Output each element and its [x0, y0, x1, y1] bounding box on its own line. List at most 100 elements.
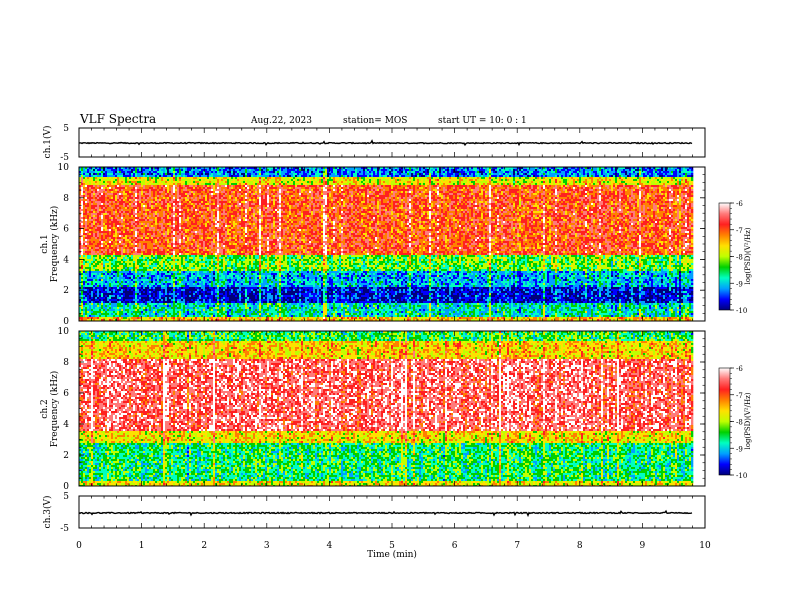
spectrogram-cell — [125, 263, 127, 265]
spectrogram-cell — [129, 217, 131, 219]
spectrogram-cell — [153, 291, 155, 293]
spectrogram-cell — [129, 189, 131, 191]
spectrogram-cell — [151, 245, 153, 247]
spectrogram-cell — [133, 189, 135, 191]
spectrogram-cell — [167, 197, 169, 199]
spectrogram-cell — [91, 219, 93, 221]
spectrogram-cell — [145, 233, 147, 235]
spectrogram-cell — [185, 305, 187, 307]
spectrogram-cell — [129, 173, 131, 175]
spectrogram-cell — [167, 267, 169, 269]
spectrogram-cell — [117, 251, 119, 253]
spectrogram-cell — [171, 183, 173, 185]
spectrogram-cell — [131, 185, 133, 187]
spectrogram-cell — [173, 297, 175, 299]
spectrogram-cell — [109, 173, 111, 175]
spectrogram-cell — [179, 315, 181, 317]
spectrogram-cell — [91, 255, 93, 257]
spectrogram-cell — [107, 271, 109, 273]
spectrogram-cell — [177, 273, 179, 275]
spectrogram-cell — [159, 311, 161, 313]
spectrogram-cell — [147, 217, 149, 219]
spectrogram-cell — [181, 237, 183, 239]
spectrogram-cell — [83, 189, 85, 191]
spectrogram-cell — [123, 185, 125, 187]
spectrogram-cell — [175, 269, 177, 271]
spectrogram-cell — [129, 277, 131, 279]
spectrogram-cell — [185, 215, 187, 217]
spectrogram-cell — [119, 245, 121, 247]
spectrogram-cell — [147, 257, 149, 259]
spectrogram-cell — [97, 199, 99, 201]
spectrogram-cell — [111, 255, 113, 257]
spectrogram-cell — [167, 317, 169, 319]
spectrogram-cell — [201, 297, 203, 299]
spectrogram-cell — [89, 301, 91, 303]
spectrogram-cell — [191, 313, 193, 315]
spectrogram-cell — [123, 171, 125, 173]
spectrogram-cell — [113, 293, 115, 295]
spectrogram-cell — [131, 189, 133, 191]
spectrogram-cell — [131, 235, 133, 237]
spectrogram-cell — [103, 293, 105, 295]
spectrogram-cell — [103, 185, 105, 187]
spectrogram-cell — [171, 253, 173, 255]
spectrogram-cell — [111, 273, 113, 275]
spectrogram-cell — [99, 285, 101, 287]
spectrogram-cell — [195, 303, 197, 305]
spectrogram-cell — [127, 181, 129, 183]
spectrogram-cell — [99, 261, 101, 263]
spectrogram-cell — [173, 219, 175, 221]
spectrogram-cell — [129, 263, 131, 265]
spectrogram-cell — [195, 245, 197, 247]
spectrogram-cell — [147, 285, 149, 287]
spectrogram-cell — [119, 219, 121, 221]
spectrogram-cell — [201, 317, 203, 319]
spectrogram-cell — [91, 249, 93, 251]
spectrogram-cell — [135, 175, 137, 177]
spectrogram-cell — [127, 209, 129, 211]
spectrogram-cell — [179, 309, 181, 311]
spectrogram-cell — [151, 255, 153, 257]
spectrogram-cell — [181, 213, 183, 215]
spectrogram-cell — [149, 313, 151, 315]
spectrogram-cell — [119, 283, 121, 285]
spectrogram-cell — [97, 259, 99, 261]
spectrogram-cell — [159, 241, 161, 243]
spectrogram-cell — [163, 303, 165, 305]
spectrogram-cell — [189, 237, 191, 239]
spectrogram-cell — [199, 237, 201, 239]
spectrogram-cell — [179, 217, 181, 219]
spectrogram-cell — [91, 223, 93, 225]
spectrogram-cell — [93, 169, 95, 171]
spectrogram-cell — [173, 245, 175, 247]
spectrogram-cell — [201, 171, 203, 173]
spectrogram-cell — [105, 235, 107, 237]
spectrogram-cell — [111, 225, 113, 227]
spectrogram-cell — [183, 307, 185, 309]
spectrogram-cell — [91, 241, 93, 243]
spectrogram-cell — [127, 311, 129, 313]
spectrogram-cell — [113, 183, 115, 185]
spectrogram-cell — [115, 313, 117, 315]
spectrogram-cell — [125, 227, 127, 229]
spectrogram-cell — [101, 221, 103, 223]
spectrogram-cell — [81, 311, 83, 313]
spectrogram-cell — [129, 283, 131, 285]
spectrogram-cell — [185, 249, 187, 251]
spectrogram-cell — [171, 197, 173, 199]
spectrogram-cell — [81, 309, 83, 311]
spectrogram-cell — [137, 249, 139, 251]
spectrogram-cell — [147, 221, 149, 223]
spectrogram-cell — [121, 269, 123, 271]
spectrogram-cell — [203, 299, 205, 301]
spectrogram-cell — [153, 203, 155, 205]
spectrogram-cell — [127, 275, 129, 277]
spectrogram-cell — [185, 261, 187, 263]
spectrogram-cell — [161, 211, 163, 213]
spectrogram-cell — [109, 199, 111, 201]
spectrogram-cell — [159, 179, 161, 181]
spectrogram-cell — [143, 241, 145, 243]
spectrogram-cell — [147, 299, 149, 301]
spectrogram-cell — [81, 193, 83, 195]
